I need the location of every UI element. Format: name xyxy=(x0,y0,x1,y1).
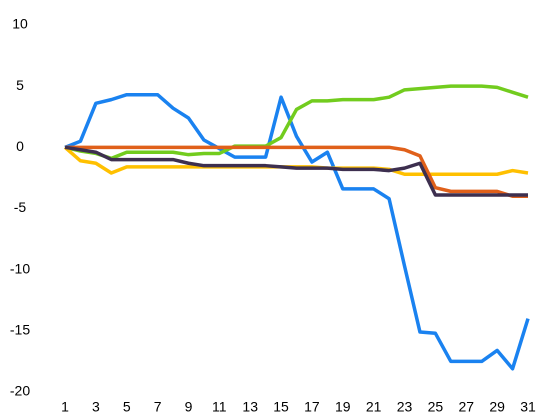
x-tick-label: 23 xyxy=(397,399,413,415)
x-tick-label: 17 xyxy=(304,399,320,415)
y-tick-label: 0 xyxy=(16,138,24,154)
x-tick-label: 5 xyxy=(123,399,131,415)
series-line xyxy=(64,84,529,161)
y-tick-label: -20 xyxy=(10,383,30,399)
x-tick-label: 15 xyxy=(273,399,289,415)
x-tick-label: 19 xyxy=(335,399,351,415)
y-tick-label: 10 xyxy=(12,16,28,32)
x-tick-label: 25 xyxy=(428,399,444,415)
x-tick-label: 29 xyxy=(489,399,505,415)
x-tick-label: 7 xyxy=(154,399,162,415)
x-tick-label: 11 xyxy=(212,399,227,415)
x-tick-label: 27 xyxy=(458,399,474,415)
x-tick-label: 21 xyxy=(366,399,382,415)
x-tick-label: 3 xyxy=(92,399,100,415)
series-line xyxy=(64,145,528,197)
x-tick-label: 13 xyxy=(242,399,258,415)
x-tick-label: 31 xyxy=(520,399,536,415)
series-line xyxy=(65,145,528,199)
y-tick-label: 5 xyxy=(16,77,24,93)
y-tick-label: -15 xyxy=(10,322,30,338)
x-tick-label: 9 xyxy=(185,399,193,415)
y-tick-label: -10 xyxy=(10,260,30,276)
x-tick-label: 1 xyxy=(61,399,69,415)
series-line xyxy=(64,92,530,371)
y-tick-label: -5 xyxy=(14,199,27,215)
